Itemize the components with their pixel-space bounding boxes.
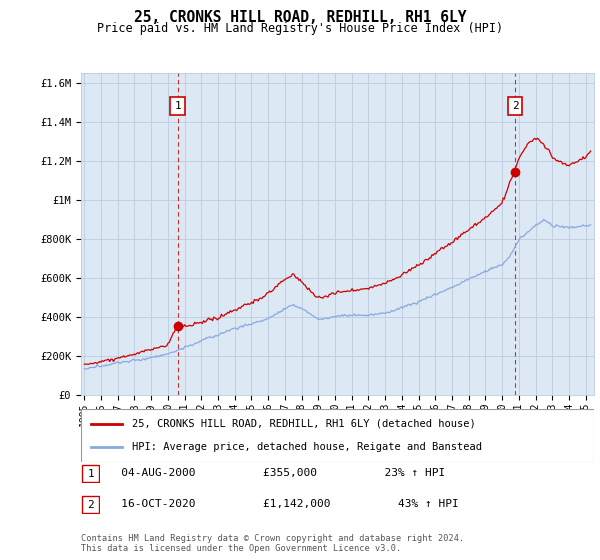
FancyBboxPatch shape	[81, 409, 594, 462]
Text: 04-AUG-2000          £355,000          23% ↑ HPI: 04-AUG-2000 £355,000 23% ↑ HPI	[101, 468, 445, 478]
Text: 25, CRONKS HILL ROAD, REDHILL, RH1 6LY: 25, CRONKS HILL ROAD, REDHILL, RH1 6LY	[134, 10, 466, 25]
Text: 1: 1	[174, 101, 181, 111]
Text: HPI: Average price, detached house, Reigate and Banstead: HPI: Average price, detached house, Reig…	[133, 442, 482, 452]
Text: 2: 2	[512, 101, 518, 111]
Text: 2: 2	[87, 500, 94, 510]
Text: Contains HM Land Registry data © Crown copyright and database right 2024.
This d: Contains HM Land Registry data © Crown c…	[81, 534, 464, 553]
Text: 1: 1	[87, 469, 94, 479]
Text: Price paid vs. HM Land Registry's House Price Index (HPI): Price paid vs. HM Land Registry's House …	[97, 22, 503, 35]
FancyBboxPatch shape	[82, 465, 99, 482]
FancyBboxPatch shape	[82, 496, 99, 513]
Text: 16-OCT-2020          £1,142,000          43% ↑ HPI: 16-OCT-2020 £1,142,000 43% ↑ HPI	[101, 499, 458, 509]
Text: 25, CRONKS HILL ROAD, REDHILL, RH1 6LY (detached house): 25, CRONKS HILL ROAD, REDHILL, RH1 6LY (…	[133, 419, 476, 429]
